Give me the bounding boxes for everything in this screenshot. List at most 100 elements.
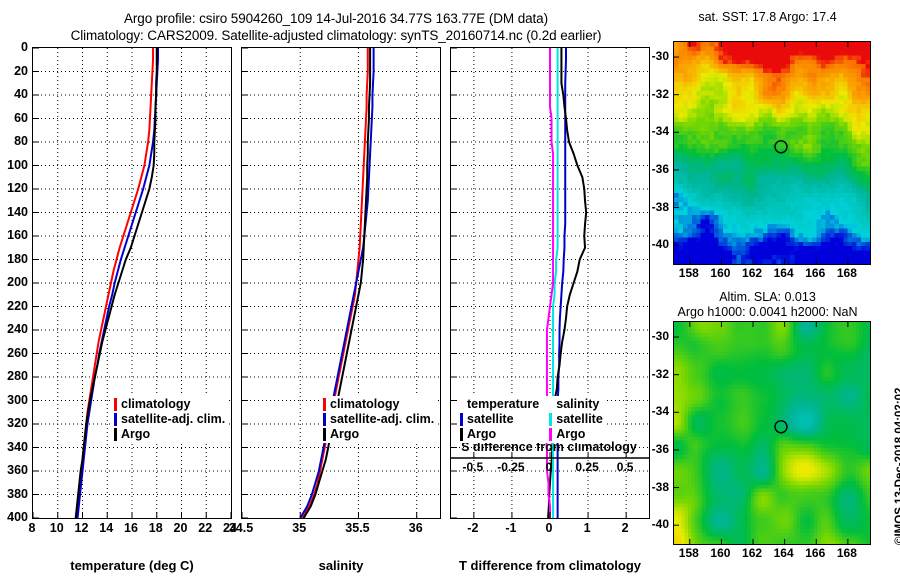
s-difference-tick-label: 0.5 — [616, 460, 634, 474]
latitude-tick-label: -30 — [651, 329, 669, 344]
latitude-tick-label: -34 — [651, 404, 669, 419]
depth-tick-label: 240 — [7, 322, 28, 336]
difference-axis-title-top: S difference from climatology — [461, 440, 637, 454]
depth-tick-label: 160 — [7, 228, 28, 242]
sla-map-title-line-1: Altim. SLA: 0.013 — [719, 290, 816, 304]
legend-label: Argo — [556, 427, 586, 441]
legend-label: Argo — [121, 427, 151, 441]
legend-group-title: temperature — [467, 397, 540, 411]
latitude-tick-label: -36 — [651, 161, 669, 176]
sst-map-title: sat. SST: 17.8 Argo: 17.4 — [660, 10, 875, 25]
depth-tick-label: 20 — [14, 63, 28, 78]
legend-item: satellite-adj. clim. — [323, 412, 434, 427]
depth-tick-label: 100 — [7, 157, 28, 172]
depth-tick-label: 380 — [7, 486, 28, 501]
x-axis-tick-label: -2 — [467, 521, 479, 535]
x-axis-tick-label: 14 — [99, 521, 114, 535]
temperature-axis-title: temperature (deg C) — [70, 558, 194, 573]
title-line-1: Argo profile: csiro 5904260_109 14-Jul-2… — [124, 11, 548, 26]
legend-group-title: salinity — [556, 397, 600, 411]
s-difference-tick-label: -0.25 — [497, 460, 525, 474]
longitude-tick-label: 162 — [742, 266, 763, 280]
legend-column: temperature satellite Argo — [460, 397, 539, 442]
longitude-tick-label: 162 — [742, 546, 763, 560]
longitude-tick-label: 160 — [710, 546, 731, 560]
sla-map-panel — [673, 321, 871, 545]
x-axis-tick-label: 10 — [49, 521, 64, 535]
x-axis-tick-label: 16 — [124, 521, 138, 535]
depth-tick-label: 180 — [7, 251, 28, 266]
salinity-legend: climatology satellite-adj. clim. Argo — [321, 396, 437, 443]
x-axis-tick-label: -1 — [505, 521, 517, 535]
imos-watermark: ©IMOS 13-Dec-2018 04:02:02 — [894, 387, 900, 545]
latitude-tick-label: -36 — [651, 441, 669, 456]
x-axis-tick-label: 34.5 — [228, 521, 254, 535]
latitude-tick-label: -40 — [651, 237, 669, 252]
depth-tick-label: 300 — [7, 392, 28, 407]
longitude-tick-label: 166 — [805, 546, 826, 560]
temperature-legend: climatology satellite-adj. clim. Argo — [112, 396, 228, 443]
depth-tick-label: 280 — [7, 369, 28, 383]
longitude-tick-label: 168 — [836, 266, 857, 280]
depth-tick-label: 400 — [7, 510, 28, 524]
legend-item: satellite-adj. clim. — [114, 412, 225, 427]
legend-color-swatch — [549, 428, 553, 441]
legend-color-swatch — [323, 428, 326, 441]
x-axis-tick-label: 20 — [173, 521, 188, 535]
latitude-tick-label: -32 — [651, 86, 669, 101]
legend-label: Argo — [467, 427, 497, 441]
legend-label: satellite — [556, 412, 603, 426]
difference-axis-title-bottom: T difference from climatology — [458, 558, 642, 573]
latitude-tick-label: -38 — [651, 199, 669, 214]
x-axis-tick-label: 36 — [408, 521, 423, 535]
title-line-2: Climatology: CARS2009. Satellite-adjuste… — [70, 28, 602, 43]
longitude-tick-label: 158 — [678, 546, 699, 560]
longitude-tick-label: 168 — [836, 546, 857, 560]
depth-tick-label: 0 — [21, 40, 28, 54]
sla-map-title: Altim. SLA: 0.013 Argo h1000: 0.0041 h20… — [660, 290, 875, 320]
sst-map-title-text: sat. SST: 17.8 Argo: 17.4 — [698, 10, 837, 24]
s-difference-tick-label: -0.5 — [462, 460, 484, 474]
legend-label: satellite — [467, 412, 514, 426]
depth-tick-label: 320 — [7, 416, 28, 430]
legend-item: satellite — [460, 412, 539, 427]
longitude-tick-label: 160 — [710, 266, 731, 280]
x-axis-tick-label: 1 — [583, 521, 591, 535]
legend-color-swatch — [549, 413, 553, 426]
legend-color-swatch — [114, 398, 117, 411]
latitude-tick-label: -30 — [651, 49, 669, 64]
x-axis-tick-label: 35 — [292, 521, 307, 535]
legend-item: Argo — [323, 427, 434, 442]
x-axis-tick-label: 12 — [74, 521, 89, 535]
difference-legend: temperature satellite Argo salinity satellit… — [458, 396, 605, 443]
depth-tick-label: 120 — [7, 181, 28, 195]
legend-color-swatch — [460, 428, 463, 441]
depth-tick-label: 60 — [14, 110, 28, 125]
legend-color-swatch — [114, 413, 117, 426]
depth-tick-label: 40 — [14, 87, 28, 101]
x-axis-tick-label: 22 — [198, 521, 213, 535]
legend-label: Argo — [330, 427, 360, 441]
depth-tick-label: 340 — [7, 439, 28, 454]
depth-tick-label: 140 — [7, 204, 28, 219]
latitude-tick-label: -40 — [651, 517, 669, 532]
latitude-tick-label: -34 — [651, 124, 669, 139]
legend-item: climatology — [323, 397, 434, 412]
latitude-tick-label: -38 — [651, 479, 669, 494]
depth-tick-label: 260 — [7, 345, 28, 360]
x-axis-tick-label: 18 — [148, 521, 163, 535]
depth-tick-label: 80 — [14, 134, 28, 148]
legend-label: satellite-adj. clim. — [330, 412, 435, 426]
salinity-axis-title: salinity — [318, 558, 364, 573]
x-axis-tick-label: 35.5 — [345, 521, 370, 535]
depth-tick-label: 220 — [7, 298, 28, 313]
legend-item: Argo — [114, 427, 225, 442]
legend-label: climatology — [121, 397, 191, 411]
x-axis-tick-label: 24 — [223, 521, 237, 535]
x-axis-tick-label: 0 — [545, 521, 553, 535]
legend-label: satellite-adj. clim. — [121, 412, 226, 426]
legend-item: Argo — [460, 427, 539, 442]
legend-color-swatch — [114, 428, 117, 441]
longitude-tick-label: 166 — [805, 266, 826, 280]
legend-item: Argo — [549, 427, 603, 442]
